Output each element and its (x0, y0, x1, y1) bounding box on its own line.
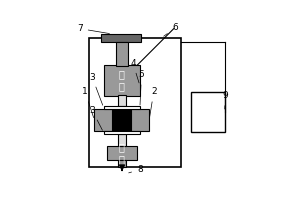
Bar (104, 65, 140, 96)
Text: 8: 8 (129, 165, 143, 174)
Bar (116, 42, 128, 66)
Text: 1: 1 (82, 87, 94, 118)
Text: 9: 9 (223, 91, 228, 109)
Bar (131, 109, 149, 131)
Text: 电
极: 电 极 (119, 142, 125, 164)
Text: 3: 3 (89, 106, 102, 130)
Bar (107, 146, 137, 160)
Bar (101, 34, 141, 42)
Text: 2: 2 (150, 87, 157, 118)
Bar (104, 131, 140, 134)
Bar (118, 160, 126, 167)
Text: 6: 6 (164, 23, 178, 36)
Bar (112, 109, 131, 131)
Text: 7: 7 (77, 24, 110, 34)
Bar (191, 92, 225, 132)
Text: 4: 4 (130, 59, 139, 83)
Bar (118, 95, 126, 106)
Bar (118, 134, 126, 146)
Bar (94, 109, 112, 131)
Text: 电
极: 电 极 (119, 69, 125, 91)
Bar (104, 106, 140, 109)
Text: 5: 5 (139, 70, 144, 105)
Text: 3: 3 (89, 73, 103, 105)
Bar (89, 38, 182, 167)
